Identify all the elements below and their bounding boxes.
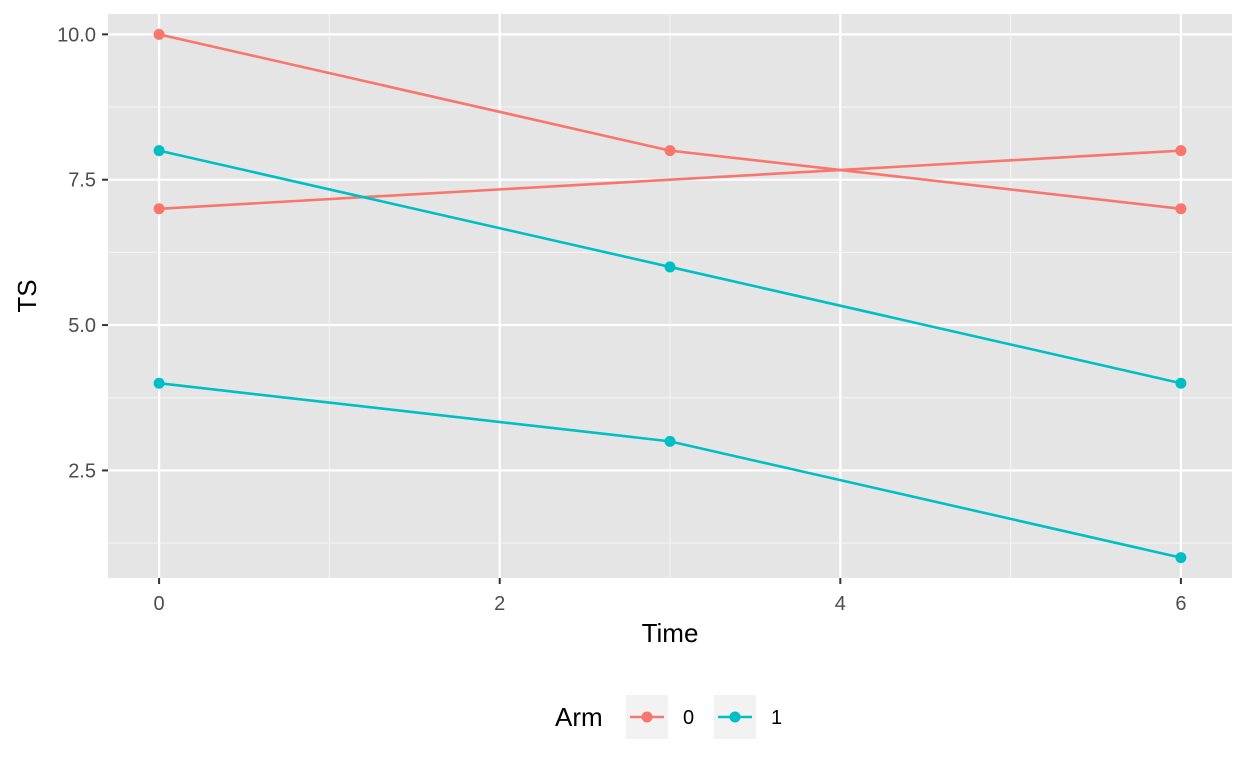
data-point-arm-1 <box>1175 377 1187 389</box>
x-tick-label: 6 <box>1175 593 1186 615</box>
y-axis-title: TS <box>12 279 42 312</box>
legend-key-point <box>729 711 741 723</box>
legend-label: 0 <box>683 707 694 729</box>
legend-key-point <box>641 711 653 723</box>
data-point-arm-1 <box>1175 552 1187 564</box>
axes-layer: 2.5 5.0 7.5 10.0 0 2 4 6 <box>57 24 1186 615</box>
series-layer <box>153 28 1187 564</box>
data-point-arm-1 <box>664 435 676 447</box>
x-tick-label: 4 <box>835 593 846 615</box>
data-point-arm-0 <box>664 145 676 157</box>
x-tick-label: 2 <box>494 593 505 615</box>
data-point-arm-1 <box>153 377 165 389</box>
series-line-arm-0 <box>159 149 1181 211</box>
data-point-arm-1 <box>153 145 165 157</box>
data-point-arm-0 <box>153 203 165 215</box>
y-tick-label: 2.5 <box>68 460 96 482</box>
x-tick-label: 0 <box>154 593 165 615</box>
legend-title: Arm <box>555 702 603 732</box>
y-tick-label: 10.0 <box>57 24 96 46</box>
legend: Arm 0 1 <box>555 695 782 739</box>
y-tick-label: 7.5 <box>68 170 96 192</box>
data-point-arm-0 <box>1175 203 1187 215</box>
x-axis-title: Time <box>642 618 699 648</box>
legend-label: 1 <box>771 707 782 729</box>
data-point-arm-1 <box>664 261 676 273</box>
data-point-arm-0 <box>1175 145 1187 157</box>
data-point-arm-0 <box>153 28 165 40</box>
y-tick-label: 5.0 <box>68 315 96 337</box>
